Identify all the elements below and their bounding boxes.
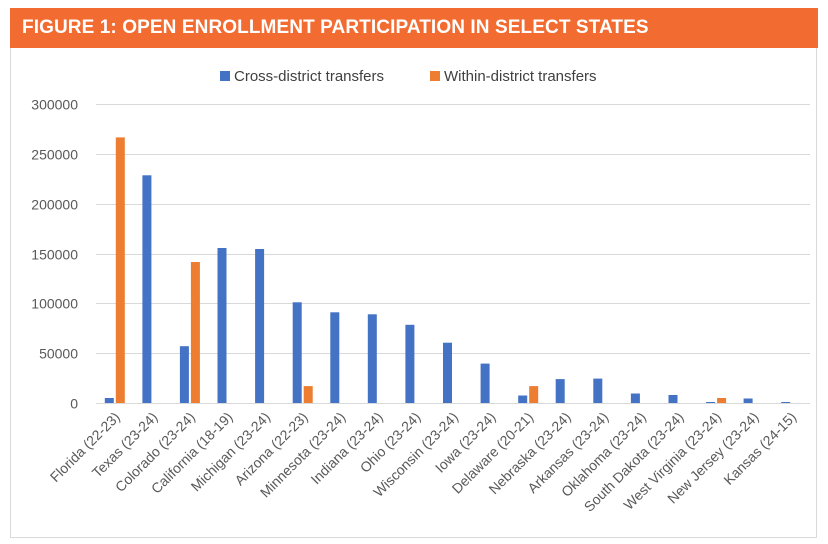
y-tick-label: 150000 — [31, 247, 78, 263]
legend-swatch — [220, 71, 230, 81]
figure-title: FIGURE 1: OPEN ENROLLMENT PARTICIPATION … — [22, 17, 649, 38]
bar-cross-district — [443, 342, 452, 403]
bar-within-district — [303, 386, 313, 403]
bar-cross-district — [706, 402, 716, 403]
bar-cross-district — [781, 402, 791, 403]
figure-banner: FIGURE 1: OPEN ENROLLMENT PARTICIPATION … — [10, 8, 818, 48]
bar-within-district — [529, 386, 539, 403]
bar-cross-district — [142, 175, 152, 403]
chart-frame — [10, 48, 817, 538]
y-tick-label: 50000 — [39, 346, 78, 362]
y-tick-label: 200000 — [31, 197, 78, 213]
y-tick-label: 0 — [70, 396, 78, 412]
bar-cross-district — [518, 395, 528, 403]
y-tick-label: 250000 — [31, 147, 78, 163]
bar-cross-district — [593, 378, 603, 403]
bar-cross-district — [255, 249, 265, 403]
bar-cross-district — [630, 393, 640, 403]
bar-cross-district — [217, 248, 227, 403]
bar-cross-district — [367, 314, 377, 403]
legend-within-district: Within-district transfers — [430, 68, 597, 85]
y-tick-label: 300000 — [31, 97, 78, 113]
bar-cross-district — [405, 324, 415, 403]
bar-cross-district — [179, 346, 189, 403]
legend-cross-district: Cross-district transfers — [220, 68, 384, 85]
bar-within-district — [717, 398, 727, 403]
bar-within-district — [190, 262, 200, 403]
bars — [104, 137, 791, 403]
gridlines — [96, 104, 810, 404]
y-tick-label: 100000 — [31, 296, 78, 312]
bar-cross-district — [292, 302, 302, 403]
legend-label: Cross-district transfers — [234, 68, 384, 85]
bar-cross-district — [555, 379, 565, 403]
bar-cross-district — [743, 398, 753, 403]
legend-swatch — [430, 71, 440, 81]
bar-cross-district — [668, 395, 678, 403]
legend-label: Within-district transfers — [444, 68, 597, 85]
x-axis-ticks: Florida (22-23)Texas (23-24)Colorado (23… — [47, 409, 800, 515]
legend: Cross-district transfers Within-district … — [220, 68, 597, 85]
bar-cross-district — [330, 312, 340, 403]
bar-cross-district — [480, 363, 490, 403]
y-axis-ticks: 0 50000 100000 150000 200000 250000 300000 — [31, 97, 78, 412]
bar-cross-district — [104, 398, 114, 403]
bar-within-district — [115, 137, 125, 403]
